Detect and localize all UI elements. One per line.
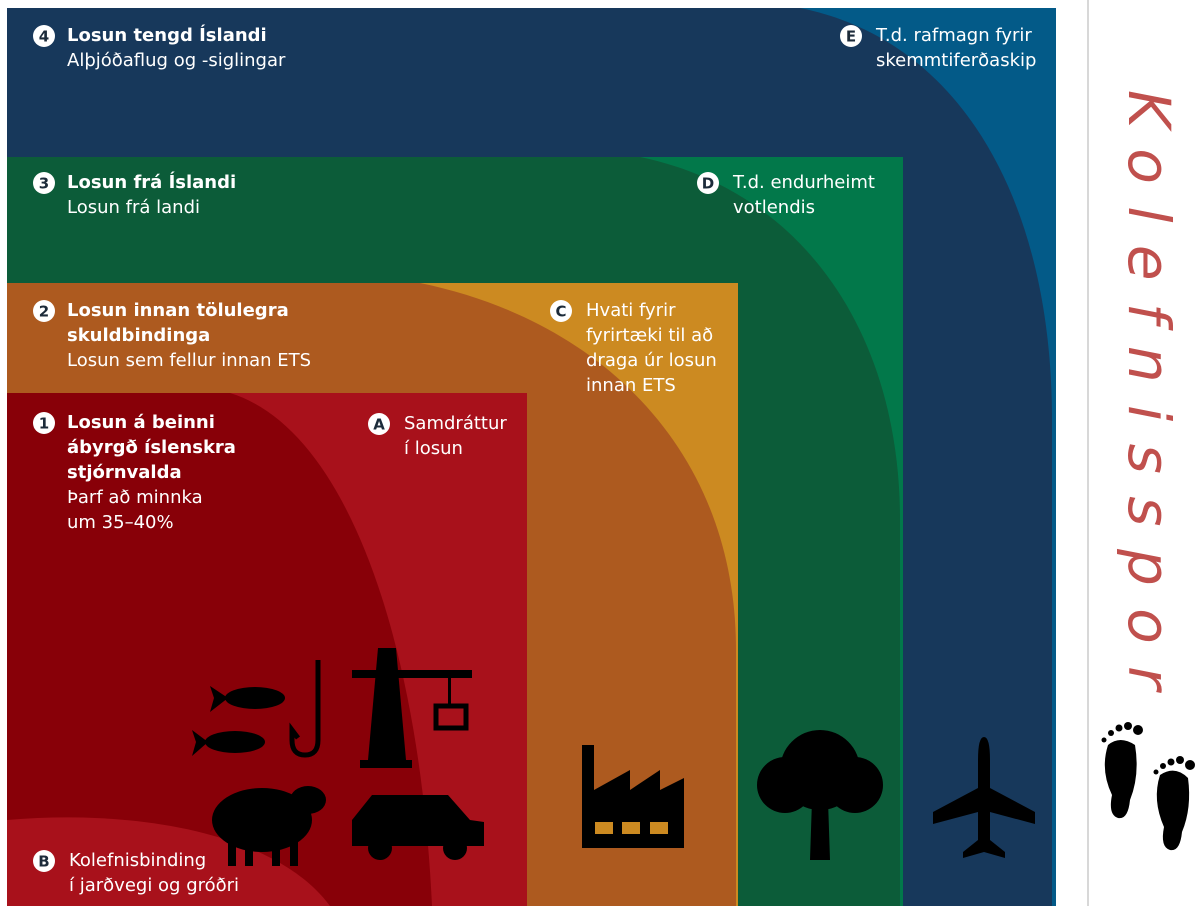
footprints-icon — [1101, 722, 1195, 851]
plane-icon — [933, 737, 1035, 858]
badge-label: A — [373, 416, 385, 434]
level-title: Losun á beinni — [67, 412, 215, 433]
level-subtitle: Þarf að minnka — [67, 487, 203, 508]
badge — [368, 413, 390, 435]
badge — [33, 300, 55, 322]
tree-icon — [757, 730, 883, 860]
note-text: T.d. endurheimt — [732, 172, 875, 193]
badge-label: 4 — [39, 28, 49, 46]
level-subtitle: Losun frá landi — [67, 197, 200, 218]
factory-windows — [595, 822, 668, 834]
badge-label: D — [702, 175, 714, 193]
note-text: votlendis — [733, 197, 815, 218]
badge — [33, 412, 55, 434]
note-text: í jarðvegi og gróðri — [69, 875, 239, 896]
note-text: í losun — [404, 438, 463, 459]
level-title: Losun frá Íslandi — [67, 171, 236, 193]
badge-label: B — [38, 853, 49, 871]
badge-label: 1 — [39, 415, 49, 433]
note-text: Samdráttur — [404, 413, 507, 434]
note-text: Hvati fyrir — [586, 300, 676, 321]
badge — [840, 25, 862, 47]
sheep-icon — [212, 786, 326, 866]
note-text: skemmtiferðaskip — [876, 50, 1036, 71]
crane-icon — [352, 648, 472, 768]
badge — [33, 172, 55, 194]
level-1-curve — [7, 393, 432, 906]
level-title: ábyrgð íslenskra — [67, 437, 236, 458]
badge-label: 2 — [39, 303, 49, 321]
badge-label: 3 — [39, 175, 49, 193]
level-title: skuldbindinga — [67, 325, 210, 346]
side-title: Kolefnisspor — [1115, 90, 1183, 693]
level-subtitle: Alþjóðaflug og -siglingar — [67, 50, 286, 71]
badge — [550, 300, 572, 322]
car-icon — [352, 795, 484, 860]
badge-label: C — [555, 303, 566, 321]
badge — [33, 850, 55, 872]
note-text: draga úr losun — [586, 350, 717, 371]
level-subtitle: Losun sem fellur innan ETS — [67, 350, 311, 371]
level-title: stjórnvalda — [67, 462, 182, 483]
level-title: Losun innan tölulegra — [67, 300, 289, 321]
badge — [697, 172, 719, 194]
level-subtitle: um 35–40% — [67, 512, 174, 533]
fish-icon — [192, 686, 285, 756]
carbon-binding-area — [7, 817, 330, 906]
note-text: innan ETS — [586, 375, 676, 396]
level-title: Losun tengd Íslandi — [67, 24, 267, 46]
badge — [33, 25, 55, 47]
icons — [192, 648, 1195, 866]
note-text: fyrirtæki til að — [586, 325, 713, 346]
badge-label: E — [846, 28, 856, 46]
hook-icon — [289, 660, 321, 758]
note-text: T.d. rafmagn fyrir — [875, 25, 1032, 46]
note-text: Kolefnisbinding — [69, 850, 206, 871]
